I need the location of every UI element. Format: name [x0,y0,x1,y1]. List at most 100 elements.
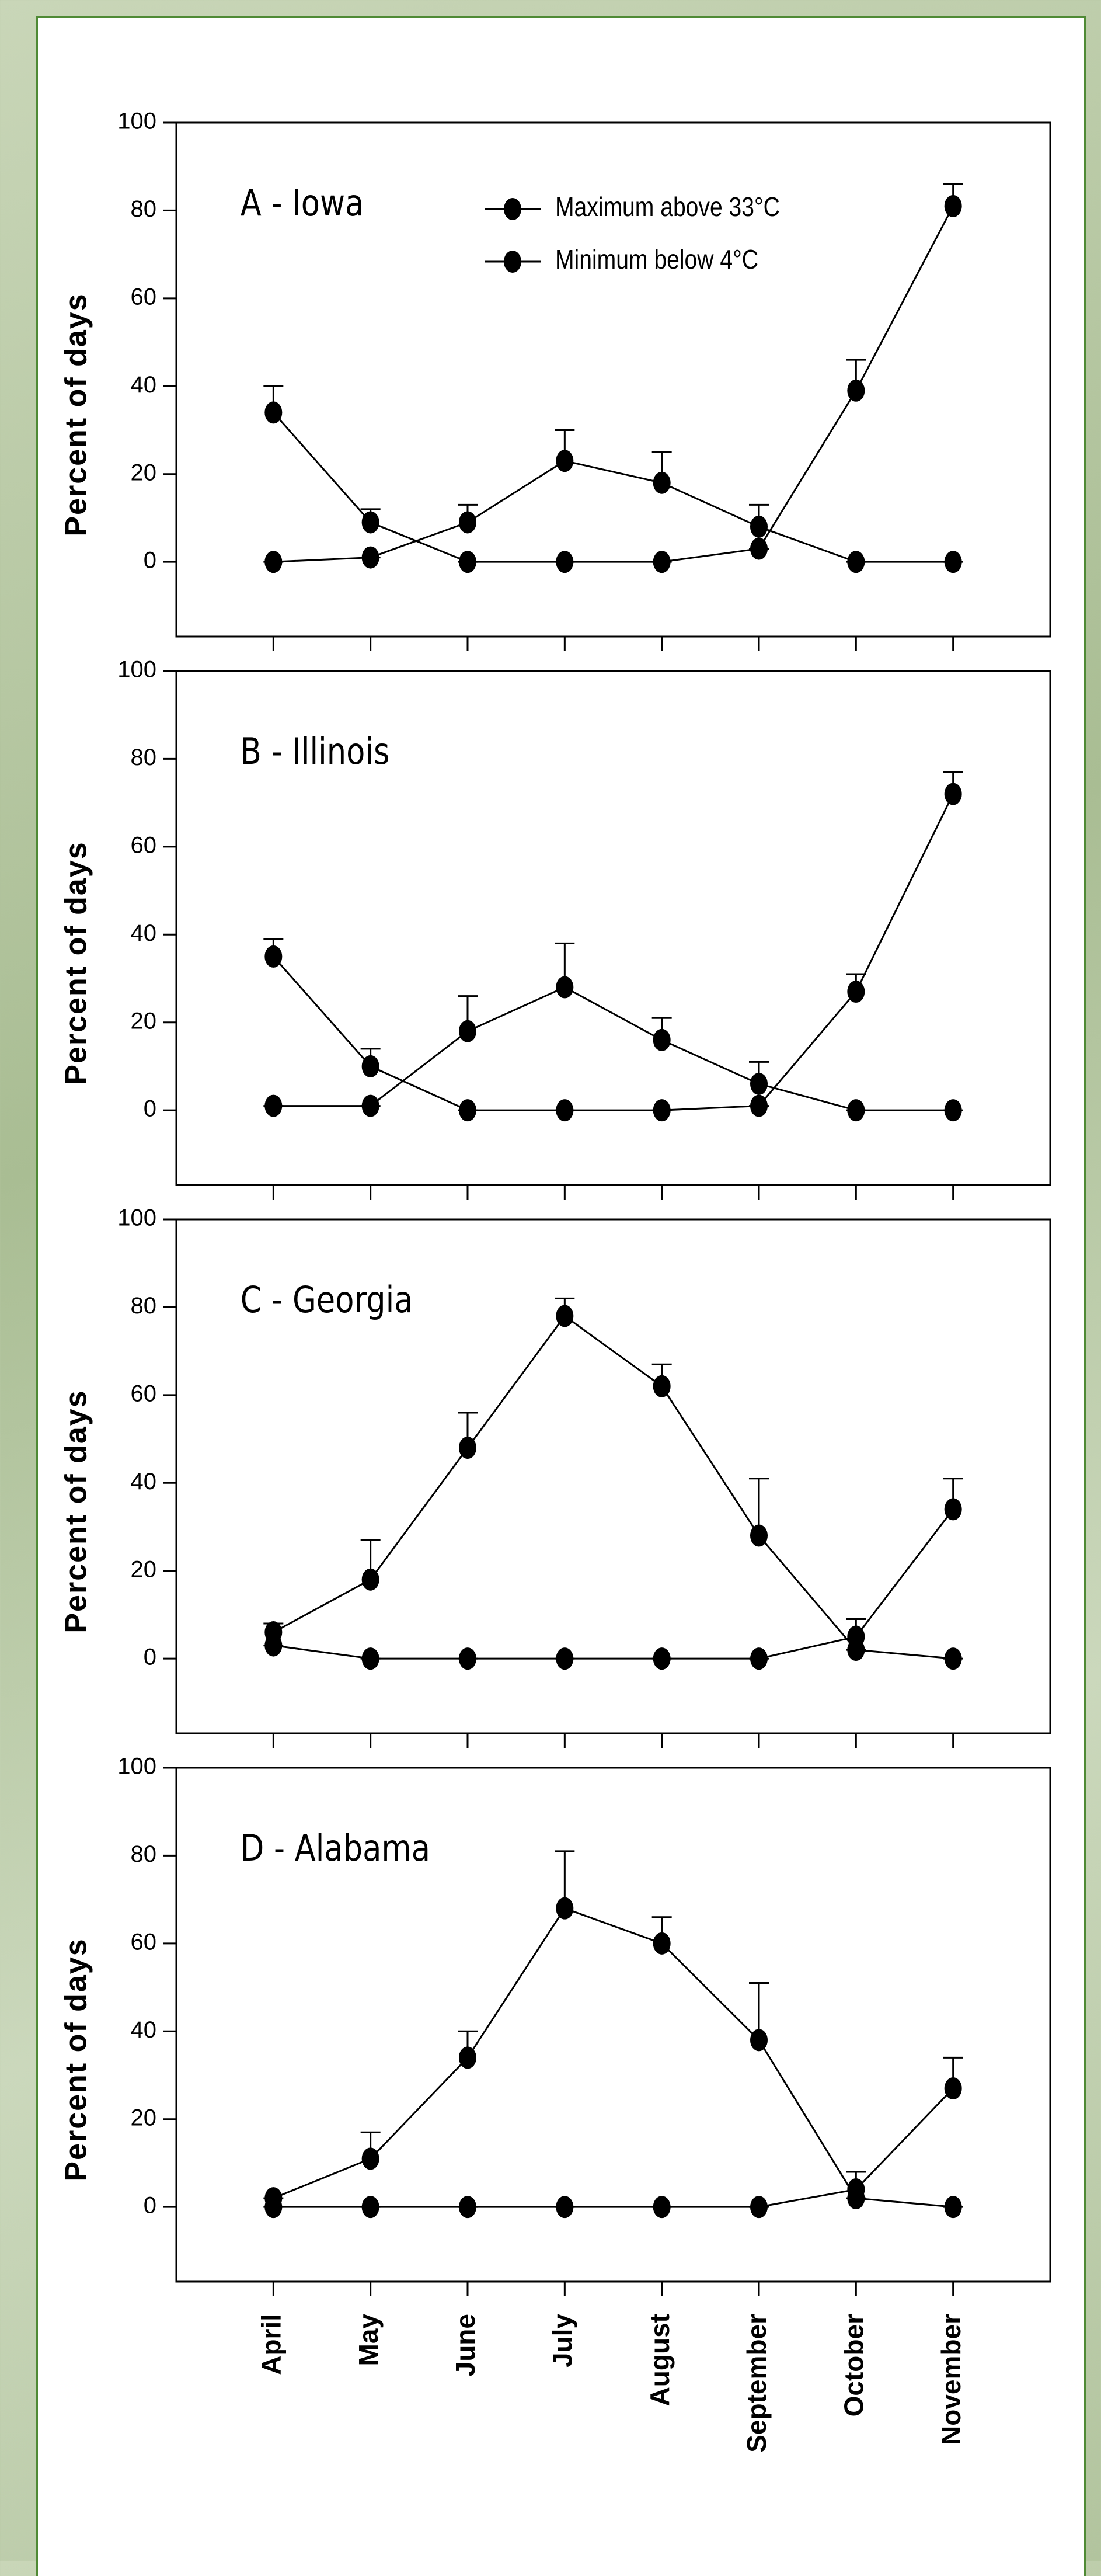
marker [556,450,573,472]
marker [847,1626,865,1648]
marker [459,1437,476,1459]
panel-title: D - Alabama [241,1827,430,1869]
marker [556,1897,573,1920]
y-tick-label: 60 [131,284,157,310]
marker [750,538,768,560]
marker [264,945,282,968]
marker [653,2196,671,2218]
y-tick-label: 100 [117,1205,156,1231]
y-tick-label: 40 [131,372,157,398]
chart: 0 20 40 60 80 100 Percent of days A - Iowa Maxim… [0,0,1101,2561]
marker [362,1095,379,1117]
marker [459,511,476,533]
x-tick-label: October [838,2314,869,2417]
y-tick-label: 40 [131,2017,157,2043]
marker [945,551,962,573]
y-tick-label: 60 [131,832,157,858]
marker [653,472,671,494]
marker [945,2196,962,2218]
marker [750,1525,768,1547]
marker [750,2029,768,2051]
y-tick-label: 80 [131,1841,157,1867]
marker [264,401,282,423]
marker [362,511,379,533]
y-tick-label: 80 [131,1293,157,1319]
marker [556,1647,573,1670]
marker [945,1647,962,1670]
y-tick-label: 100 [117,657,156,683]
marker [847,380,865,402]
legend-label: Minimum below 4°C [555,245,758,275]
y-axis-label: Percent of days [60,293,93,536]
x-tick-label: April [256,2314,286,2375]
y-axis-label: Percent of days [60,841,93,1084]
marker [459,2046,476,2069]
marker [750,1095,768,1117]
y-tick-label: 0 [144,1096,156,1122]
panel-title: B - Illinois [241,731,390,773]
marker [556,976,573,999]
y-tick-label: 0 [144,548,156,573]
marker [459,1647,476,1670]
marker [653,1029,671,1051]
marker [653,1375,671,1397]
y-tick-label: 20 [131,2105,157,2130]
y-tick-label: 20 [131,460,157,485]
y-axis-label: Percent of days [60,1938,93,2181]
marker [362,2196,379,2218]
marker [264,1635,282,1657]
marker [264,551,282,573]
y-tick-label: 40 [131,920,157,946]
y-tick-label: 40 [131,1469,157,1494]
x-tick-label: September [741,2314,772,2453]
marker [459,1020,476,1042]
marker [459,1099,476,1121]
marker [653,1932,671,1955]
marker [362,1647,379,1670]
marker [945,783,962,805]
y-tick-label: 60 [131,1929,157,1955]
marker [653,551,671,573]
marker [362,547,379,569]
marker [459,551,476,573]
marker [362,1055,379,1077]
marker [945,1099,962,1121]
marker [556,1099,573,1121]
legend-marker [504,251,521,273]
panel-title: A - Iowa [241,182,364,224]
marker [362,1569,379,1591]
marker [264,2196,282,2218]
marker [459,2196,476,2218]
y-tick-label: 20 [131,1008,157,1034]
marker [945,195,962,217]
x-tick-label: June [450,2314,480,2376]
y-tick-label: 0 [144,2193,156,2219]
marker [847,1099,865,1121]
y-tick-label: 100 [117,1754,156,1779]
x-tick-label: November [936,2314,966,2445]
x-tick-label: August [644,2314,675,2406]
marker [750,516,768,538]
marker [847,2178,865,2200]
marker [653,1647,671,1670]
series-line [273,461,953,562]
marker [750,2196,768,2218]
y-tick-label: 20 [131,1556,157,1582]
x-tick-label: July [547,2314,577,2368]
legend-marker [504,198,521,220]
marker [945,1498,962,1520]
marker [556,1305,573,1327]
marker [653,1099,671,1121]
panel-title: C - Georgia [241,1279,413,1321]
legend-label: Maximum above 33°C [555,192,780,223]
series-line [273,1316,953,1659]
marker [362,2147,379,2170]
y-tick-label: 60 [131,1381,157,1406]
y-tick-label: 100 [117,109,156,134]
marker [945,2077,962,2099]
marker [847,551,865,573]
marker [556,551,573,573]
y-tick-label: 80 [131,745,157,770]
marker [847,981,865,1003]
x-tick-label: May [353,2314,384,2366]
